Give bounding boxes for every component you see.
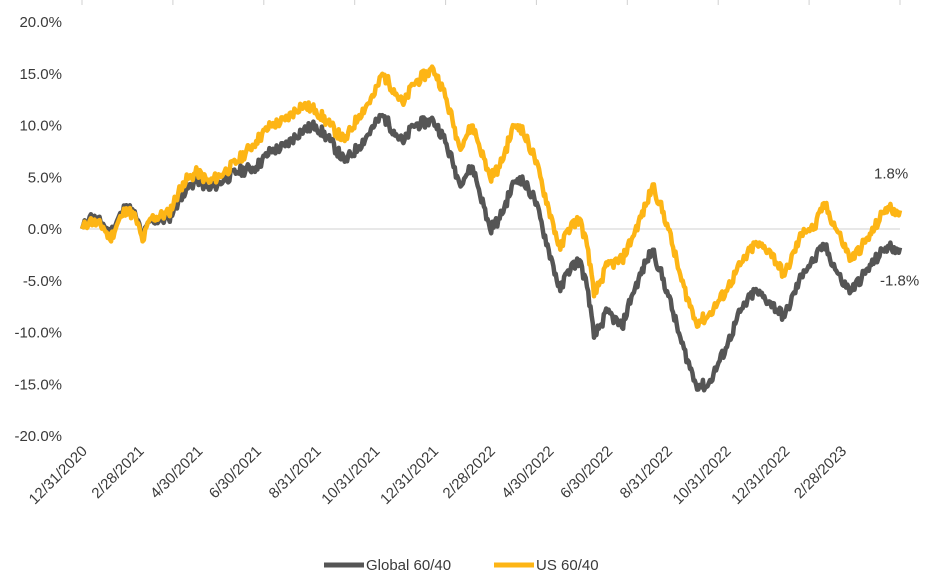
y-axis: 20.0% 15.0% 10.0% 5.0% 0.0% -5.0% -10.0% -15.0%…: [14, 14, 62, 445]
x-tick-label: 12/31/2020: [26, 443, 91, 508]
x-tick-label: 12/31/2021: [377, 443, 442, 508]
y-tick-label: 15.0%: [19, 66, 62, 83]
x-tick-label: 4/30/2021: [147, 443, 206, 502]
series-group: [79, 64, 903, 393]
y-tick-label: 0.0%: [28, 221, 62, 238]
end-value-label: 1.8%: [874, 165, 908, 182]
y-tick-label: 5.0%: [28, 169, 62, 186]
y-tick-label: -20.0%: [14, 428, 62, 445]
legend-label: Global 60/40: [366, 557, 451, 574]
x-tick-label: 2/28/2023: [791, 443, 850, 502]
x-tick-label: 4/30/2022: [498, 443, 557, 502]
x-tick-label: 2/28/2022: [440, 443, 499, 502]
top-axis-ticks: [81, 0, 901, 5]
y-tick-label: 10.0%: [19, 118, 62, 135]
x-tick-label: 6/30/2021: [206, 443, 265, 502]
x-tick-label: 6/30/2022: [557, 443, 616, 502]
legend: Global 60/40 US 60/40: [324, 557, 599, 574]
y-tick-label: -5.0%: [23, 273, 62, 290]
x-tick-label: 10/31/2021: [318, 443, 383, 508]
series-line-global-60-40: [79, 112, 903, 393]
x-tick-label: 8/31/2021: [266, 443, 325, 502]
x-tick-label: 10/31/2022: [670, 443, 735, 508]
y-tick-label: -15.0%: [14, 376, 62, 393]
y-tick-label: 20.0%: [19, 14, 62, 31]
y-tick-label: -10.0%: [14, 325, 62, 342]
end-labels: -1.8% 1.8%: [874, 165, 919, 289]
x-tick-label: 2/28/2021: [88, 443, 147, 502]
x-tick-label: 8/31/2022: [617, 443, 676, 502]
x-tick-label: 12/31/2022: [728, 443, 793, 508]
series-line-us-60-40: [79, 64, 903, 329]
legend-label: US 60/40: [536, 557, 599, 574]
end-value-label: -1.8%: [880, 273, 919, 290]
